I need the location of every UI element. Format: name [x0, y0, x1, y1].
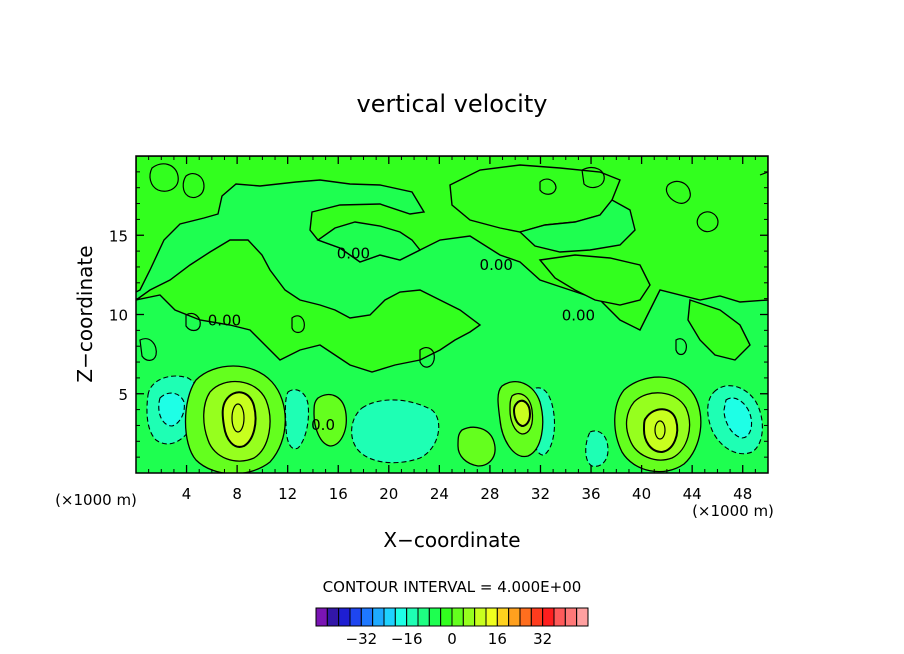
x-tick-label: 16 — [329, 485, 348, 503]
x-tick-label: 44 — [683, 485, 702, 503]
x-axis-label: X−coordinate — [383, 528, 520, 552]
x-unit-right: (×1000 m) — [692, 502, 774, 520]
colorbar-swatch — [417, 607, 430, 627]
upper-positive-region — [136, 156, 768, 373]
colorbar-tick-label: −32 — [346, 630, 378, 648]
contour-label: 0.00 — [562, 307, 595, 325]
colorbar-swatch — [440, 607, 453, 627]
plot-area: 0.00 0.00 0.00 0.00 0.0 — [136, 156, 768, 473]
colorbar-swatch — [519, 607, 532, 627]
x-unit-left: (×1000 m) — [55, 491, 137, 509]
contour-interval-label: CONTOUR INTERVAL = 4.000E+00 — [323, 578, 582, 596]
colorbar-swatch — [428, 607, 442, 627]
x-tick-label: 20 — [379, 485, 398, 503]
x-tick-label: 48 — [733, 485, 752, 503]
y-tick-label: 15 — [109, 227, 128, 245]
colorbar-tick-label: 0 — [447, 630, 457, 648]
y-axis: 5 10 15 — [109, 171, 768, 458]
colorbar-swatch — [553, 607, 566, 627]
colorbar-tick-label: −16 — [391, 630, 423, 648]
x-tick-label: 12 — [278, 485, 297, 503]
colorbar-swatch — [462, 607, 476, 627]
neutral-region — [316, 199, 636, 263]
y-tick-label: 5 — [118, 386, 128, 404]
colorbar-swatch — [451, 607, 464, 627]
x-tick-label: 8 — [232, 485, 242, 503]
colorbar-swatch — [338, 607, 351, 627]
x-tick-label: 28 — [480, 485, 499, 503]
downdraft-cores — [158, 392, 753, 439]
colorbar-swatch — [360, 607, 374, 627]
x-tick-label: 4 — [182, 485, 192, 503]
colorbar-tick-label: 32 — [533, 630, 552, 648]
contour-labels: 0.00 0.00 0.00 0.00 0.0 — [208, 245, 595, 434]
colorbar-swatch — [530, 607, 544, 627]
colorbar-swatch — [474, 607, 487, 627]
colorbar-swatch — [485, 607, 498, 627]
x-tick-label: 40 — [632, 485, 651, 503]
y-axis-label: Z−coordinate — [73, 245, 97, 382]
colorbar-swatch — [326, 607, 340, 627]
colorbar-swatch — [394, 607, 408, 627]
contour-label: 0.0 — [311, 416, 335, 434]
colorbar-swatch — [564, 607, 578, 627]
colorbar-swatch — [372, 607, 385, 627]
updraft-core — [221, 391, 679, 454]
x-tick-label: 36 — [581, 485, 600, 503]
contour-label: 0.00 — [480, 256, 513, 274]
colorbar-swatch — [383, 607, 396, 627]
contour-label: 0.00 — [208, 311, 241, 329]
colorbar — [315, 607, 589, 627]
colorbar-swatch — [542, 607, 555, 627]
colorbar-swatch — [315, 607, 328, 627]
colorbar-ticks: −32 −16 0 16 32 — [346, 630, 553, 648]
x-tick-label: 32 — [531, 485, 550, 503]
updraft-innermost — [231, 403, 666, 440]
colorbar-swatch — [496, 607, 510, 627]
chart-title: vertical velocity — [357, 90, 548, 118]
colorbar-swatch — [576, 607, 589, 627]
y-tick-label: 10 — [109, 307, 128, 325]
colorbar-tick-label: 16 — [488, 630, 507, 648]
colorbar-swatch — [349, 607, 362, 627]
contour-details — [139, 163, 768, 368]
x-axis: 4 8 12 16 20 24 28 32 36 40 44 48 — [148, 156, 756, 503]
x-tick-label: 24 — [430, 485, 449, 503]
colorbar-swatch — [406, 607, 419, 627]
contour-label: 0.00 — [337, 245, 370, 263]
colorbar-swatch — [508, 607, 521, 627]
